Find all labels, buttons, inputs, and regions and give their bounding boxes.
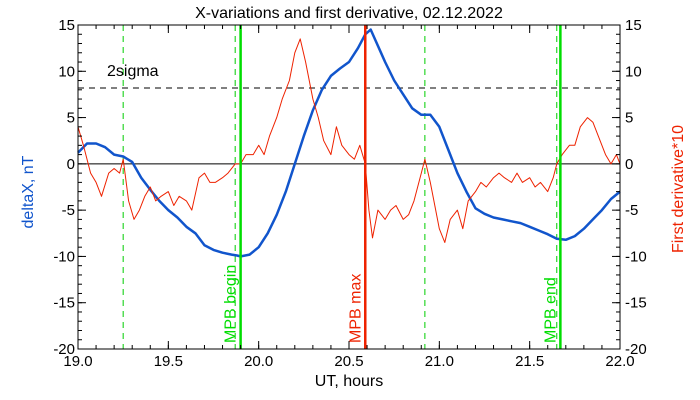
y-tick-label-right: 15 [625, 17, 642, 34]
chart-title: X-variations and first derivative, 02.12… [195, 5, 503, 22]
x-tick-label: 19.5 [154, 353, 183, 370]
y-tick-label-left: 15 [58, 17, 75, 34]
x-tick-label: 21.5 [515, 353, 544, 370]
y-tick-label-left: -15 [53, 295, 75, 312]
y-tick-label-right: 0 [625, 156, 633, 173]
y-tick-label-left: 5 [67, 110, 75, 127]
y-tick-label-left: 10 [58, 63, 75, 80]
y-tick-label-right: -15 [625, 295, 647, 312]
x-tick-label: 20.0 [244, 353, 273, 370]
y-tick-label-right: -20 [625, 341, 647, 358]
y-axis-label-right: First derivative*10 [670, 125, 687, 253]
x-tick-label: 21.0 [425, 353, 454, 370]
x-axis-label: UT, hours [315, 373, 383, 390]
y-tick-label-right: 5 [625, 110, 633, 127]
y-tick-label-right: 10 [625, 63, 642, 80]
derivative-series-line [77, 38, 621, 243]
y-tick-label-left: -10 [53, 248, 75, 265]
x-tick-label: 22.0 [605, 353, 634, 370]
event-marker-label: MPB end [542, 277, 559, 343]
y-tick-label-right: -5 [625, 202, 638, 219]
y-tick-label-left: -5 [62, 202, 75, 219]
deltax-series-line [77, 28, 621, 258]
event-marker-label: MPB max [347, 274, 364, 343]
x-tick-label: 20.5 [334, 353, 363, 370]
two-sigma-label: 2sigma [107, 63, 159, 80]
y-axis-label-left: deltaX, nT [20, 155, 37, 228]
event-marker-label: MPB begin [223, 265, 240, 343]
y-tick-label-left: -20 [53, 341, 75, 358]
x-tick-label: 19.0 [63, 353, 92, 370]
y-tick-label-right: -10 [625, 248, 647, 265]
y-tick-label-left: 0 [67, 156, 75, 173]
